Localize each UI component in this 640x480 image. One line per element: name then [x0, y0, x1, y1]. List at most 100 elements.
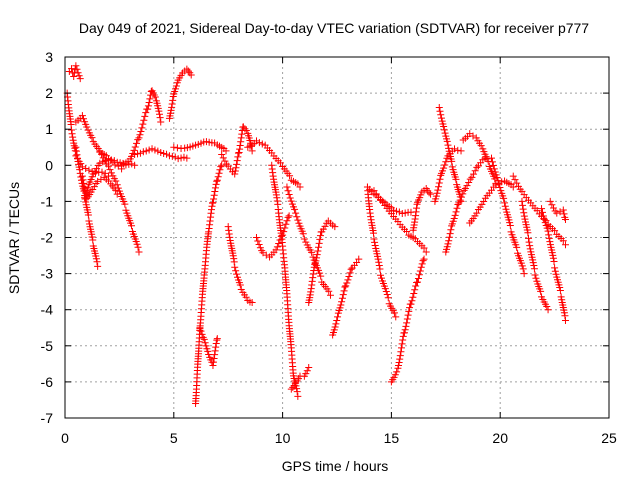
data-point	[295, 219, 303, 227]
data-point	[325, 287, 333, 295]
x-tick-label: 20	[492, 430, 508, 446]
data-point	[276, 159, 284, 167]
data-point	[173, 144, 181, 152]
data-point	[548, 201, 556, 209]
data-point	[146, 95, 154, 103]
data-point	[392, 207, 400, 215]
data-point	[333, 317, 341, 325]
series-arc20	[283, 183, 334, 299]
data-point	[136, 149, 144, 157]
data-point	[427, 190, 435, 198]
data-point	[89, 236, 97, 244]
data-point	[525, 238, 533, 246]
data-point	[519, 205, 527, 213]
data-point	[355, 255, 363, 263]
data-point	[133, 240, 141, 248]
data-point	[410, 290, 418, 298]
data-point	[132, 139, 140, 147]
data-point	[142, 109, 150, 117]
data-point	[326, 291, 334, 299]
data-point	[518, 262, 526, 270]
data-point	[292, 209, 300, 217]
data-point	[441, 129, 449, 137]
data-point	[121, 200, 129, 208]
data-point	[212, 180, 220, 188]
series-arc17	[252, 212, 293, 261]
data-point	[376, 265, 384, 273]
data-point	[543, 302, 551, 310]
data-point	[395, 362, 403, 370]
data-point	[550, 258, 558, 266]
data-point	[293, 213, 301, 221]
data-point	[134, 243, 142, 251]
data-point	[128, 160, 136, 168]
data-point	[231, 170, 239, 178]
data-point	[509, 172, 517, 180]
data-point	[294, 216, 302, 224]
data-point	[511, 176, 519, 184]
y-tick-label: -7	[41, 410, 54, 426]
data-point	[556, 286, 564, 294]
data-point	[453, 204, 461, 212]
data-point	[183, 154, 191, 162]
data-point	[242, 293, 250, 301]
data-point	[308, 281, 316, 289]
data-point	[258, 140, 266, 148]
data-point	[219, 154, 227, 162]
data-point	[456, 196, 464, 204]
data-point	[466, 175, 474, 183]
data-point	[284, 187, 292, 195]
data-point	[513, 179, 521, 187]
data-point	[286, 172, 294, 180]
data-point	[313, 251, 321, 259]
data-point	[229, 252, 237, 260]
data-point	[83, 123, 91, 131]
data-point	[76, 75, 84, 83]
data-point	[299, 230, 307, 238]
data-point	[460, 186, 468, 194]
data-point	[168, 152, 176, 160]
data-point	[96, 147, 104, 155]
data-point	[94, 262, 102, 270]
data-point	[556, 284, 564, 292]
data-point	[420, 244, 428, 252]
data-point	[434, 186, 442, 194]
data-point	[501, 202, 509, 210]
data-point	[200, 335, 208, 343]
data-point	[435, 179, 443, 187]
data-point	[74, 69, 82, 77]
data-point	[343, 279, 351, 287]
data-point	[422, 248, 430, 256]
data-point	[144, 102, 152, 110]
data-point	[487, 154, 495, 162]
data-point	[309, 270, 317, 278]
series-arc25	[370, 187, 430, 256]
data-point	[544, 306, 552, 314]
series-arc36	[538, 205, 569, 325]
data-point	[480, 198, 488, 206]
data-point	[80, 180, 88, 188]
data-point	[210, 354, 218, 362]
series-arc10	[165, 65, 195, 122]
data-point	[519, 265, 527, 273]
data-point	[550, 204, 558, 212]
data-point	[255, 139, 263, 147]
data-point	[107, 156, 115, 164]
data-point	[273, 243, 281, 251]
data-point	[73, 151, 81, 159]
data-point	[450, 214, 458, 222]
x-tick-label: 15	[384, 430, 400, 446]
data-point	[204, 347, 212, 355]
series-arc13	[196, 324, 221, 369]
data-point	[397, 348, 405, 356]
data-point	[196, 324, 204, 332]
data-point	[393, 368, 401, 376]
data-point	[106, 166, 114, 174]
data-point	[135, 248, 143, 256]
data-point	[113, 158, 121, 166]
data-point	[234, 153, 242, 161]
data-point	[211, 351, 219, 359]
series-arc01	[63, 89, 113, 180]
data-point	[99, 154, 107, 162]
data-point	[425, 189, 433, 197]
